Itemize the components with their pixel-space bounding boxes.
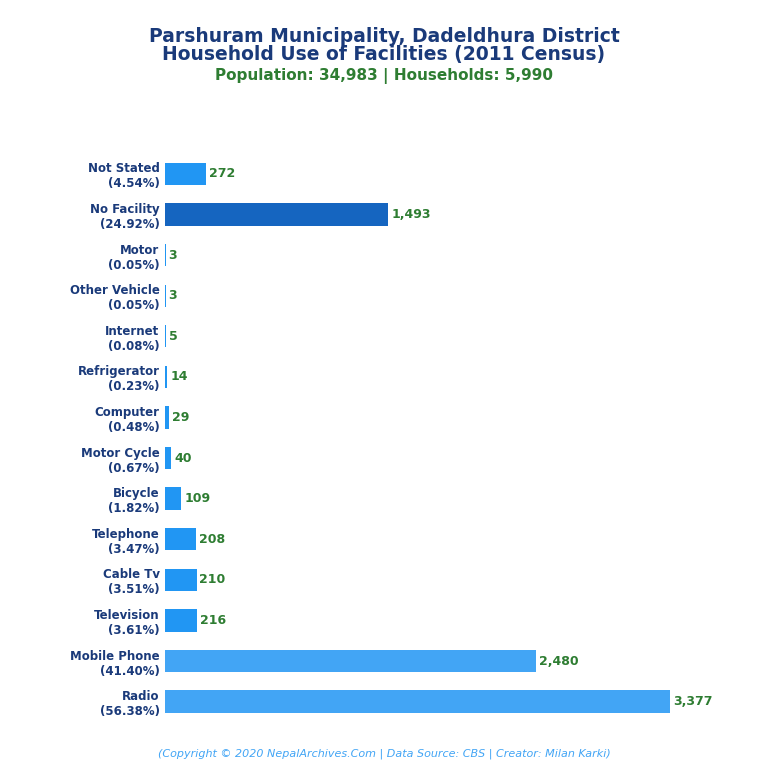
Bar: [165, 650, 536, 672]
Text: 5: 5: [169, 329, 177, 343]
Text: (Copyright © 2020 NepalArchives.Com | Data Source: CBS | Creator: Milan Karki): (Copyright © 2020 NepalArchives.Com | Da…: [157, 748, 611, 759]
Text: 3,377: 3,377: [673, 695, 712, 708]
Text: 272: 272: [209, 167, 235, 180]
Text: 3: 3: [168, 249, 177, 262]
Bar: [165, 447, 171, 469]
Bar: [165, 568, 197, 591]
Text: Population: 34,983 | Households: 5,990: Population: 34,983 | Households: 5,990: [215, 68, 553, 84]
Text: 208: 208: [199, 533, 225, 546]
Bar: [165, 488, 181, 510]
Text: 3: 3: [168, 290, 177, 302]
Bar: [165, 163, 206, 185]
Text: Household Use of Facilities (2011 Census): Household Use of Facilities (2011 Census…: [163, 45, 605, 64]
Bar: [165, 528, 196, 551]
Text: 216: 216: [200, 614, 227, 627]
Text: 1,493: 1,493: [391, 208, 431, 221]
Text: 29: 29: [173, 411, 190, 424]
Bar: [165, 609, 197, 631]
Bar: [165, 690, 670, 713]
Text: 210: 210: [200, 574, 226, 586]
Text: 40: 40: [174, 452, 191, 465]
Bar: [165, 366, 167, 388]
Text: 2,480: 2,480: [538, 654, 578, 667]
Bar: [165, 204, 389, 226]
Text: 14: 14: [170, 370, 187, 383]
Text: 109: 109: [184, 492, 210, 505]
Text: Parshuram Municipality, Dadeldhura District: Parshuram Municipality, Dadeldhura Distr…: [149, 27, 619, 46]
Bar: [165, 406, 170, 429]
